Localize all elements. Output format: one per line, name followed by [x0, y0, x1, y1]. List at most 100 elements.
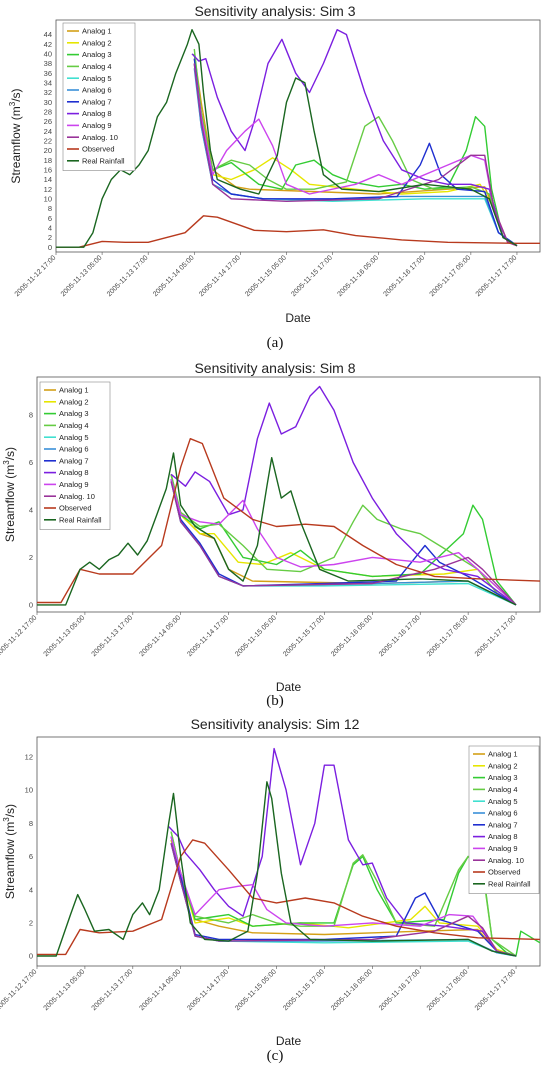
- legend-label: Analog 5: [488, 797, 518, 806]
- legend-label: Analog 3: [59, 409, 89, 418]
- x-tick-label: 2005-11-15 17:00: [282, 614, 326, 658]
- x-axis-label: Date: [276, 680, 302, 694]
- series-line-real-rainfall: [37, 452, 517, 606]
- y-tick-label: 44: [44, 30, 52, 39]
- x-tick-label: 2005-11-17 05:00: [426, 968, 470, 1012]
- legend-label: Analog 2: [59, 397, 89, 406]
- x-tick-label: 2005-11-14 05:00: [138, 614, 182, 658]
- series-line-analog-10: [193, 63, 518, 247]
- y-tick-label: 32: [44, 88, 52, 97]
- y-tick-label: 10: [44, 194, 52, 203]
- x-tick-label: 2005-11-15 05:00: [244, 254, 288, 298]
- x-axis-label: Date: [276, 1034, 302, 1048]
- y-tick-label: 20: [44, 146, 52, 155]
- legend-label: Observed: [59, 504, 92, 513]
- legend-label: Analog 5: [82, 74, 112, 83]
- x-tick-label: 2005-11-15 17:00: [290, 254, 334, 298]
- series-line-real-rainfall: [56, 29, 518, 248]
- y-tick-label: 8: [29, 819, 33, 828]
- series-group: [37, 747, 540, 957]
- chart-title: Sensitivity analysis: Sim 12: [190, 716, 360, 732]
- x-tick-label: 2005-11-12 17:00: [14, 254, 58, 298]
- legend-label: Analog 3: [82, 50, 112, 59]
- y-tick-label: 22: [44, 136, 52, 145]
- legend-label: Analog 7: [82, 97, 112, 106]
- y-tick-label: 12: [25, 753, 33, 762]
- legend-label: Analog. 10: [59, 492, 95, 501]
- legend-label: Analog. 10: [82, 133, 118, 142]
- y-tick-label: 26: [44, 117, 52, 126]
- y-tick-label: 4: [29, 506, 33, 515]
- x-tick-label: 2005-11-15 05:00: [234, 968, 278, 1012]
- legend-label: Analog 1: [488, 750, 518, 759]
- x-tick-label: 2005-11-13 05:00: [43, 614, 87, 658]
- legend-label: Real Rainfall: [82, 156, 125, 165]
- y-tick-label: 0: [48, 243, 52, 252]
- legend-label: Analog. 10: [488, 856, 524, 865]
- y-tick-label: 40: [44, 49, 52, 58]
- chart-title: Sensitivity analysis: Sim 3: [194, 3, 356, 19]
- legend-label: Analog 9: [488, 844, 518, 853]
- legend-label: Real Rainfall: [59, 515, 102, 524]
- x-tick-label: 2005-11-16 05:00: [330, 614, 374, 658]
- y-tick-label: 24: [44, 127, 52, 136]
- series-group: [56, 29, 540, 248]
- y-tick-label: 12: [44, 185, 52, 194]
- legend-label: Analog 8: [59, 468, 89, 477]
- y-tick-label: 14: [44, 175, 52, 184]
- legend-label: Analog 2: [488, 761, 518, 770]
- x-tick-label: 2005-11-15 17:00: [282, 968, 326, 1012]
- y-axis-label: Streamflow (m3/s): [8, 88, 23, 183]
- legend-box: [62, 22, 136, 171]
- y-tick-label: 6: [29, 458, 33, 467]
- y-tick-label: 38: [44, 59, 52, 68]
- x-tick-label: 2005-11-13 17:00: [91, 614, 135, 658]
- y-tick-label: 16: [44, 165, 52, 174]
- legend-label: Analog 4: [488, 785, 518, 794]
- series-line-analog-3: [170, 831, 540, 957]
- panel-label: (a): [266, 335, 284, 351]
- x-tick-label: 2005-11-16 17:00: [378, 968, 422, 1012]
- panel-label: (b): [266, 693, 284, 709]
- legend-label: Analog 6: [59, 445, 89, 454]
- plot-frame: [55, 19, 541, 253]
- series-line-observed: [37, 839, 540, 956]
- legend-label: Analog 2: [82, 38, 112, 47]
- chart-panel-c: Sensitivity analysis: Sim 12 0 2 4 6 8 10 12 20…: [0, 716, 550, 1071]
- legend-box: [39, 381, 111, 530]
- x-tick-label: 2005-11-14 17:00: [186, 614, 230, 658]
- y-tick-label: 18: [44, 156, 52, 165]
- x-axis-label: Date: [285, 311, 311, 325]
- series-line-analog-8: [168, 747, 517, 957]
- legend-label: Analog 5: [59, 433, 89, 442]
- x-tick-label: 2005-11-13 17:00: [106, 254, 150, 298]
- y-tick-label: 6: [48, 214, 52, 223]
- x-tick-label: 2005-11-12 17:00: [0, 968, 38, 1012]
- x-tick-label: 2005-11-16 17:00: [383, 254, 427, 298]
- series-line-observed: [56, 215, 540, 248]
- y-axis-label: Streamflow (m3/s): [2, 804, 17, 899]
- legend-label: Analog 1: [59, 386, 89, 395]
- x-tick-label: 2005-11-13 17:00: [91, 968, 135, 1012]
- chart-title: Sensitivity analysis: Sim 8: [194, 360, 356, 376]
- x-tick-label: 2005-11-16 17:00: [378, 614, 422, 658]
- series-line-analog-8: [170, 385, 517, 606]
- y-tick-label: 34: [44, 78, 52, 87]
- legend-label: Analog 9: [82, 121, 112, 130]
- plot-frame: [36, 376, 541, 613]
- legend-label: Observed: [82, 145, 115, 154]
- y-tick-label: 10: [25, 786, 33, 795]
- x-tick-label: 2005-11-14 05:00: [152, 254, 196, 298]
- y-tick-label: 8: [29, 411, 33, 420]
- series-line-analog-4: [193, 48, 518, 247]
- legend-label: Real Rainfall: [488, 879, 531, 888]
- x-tick-label: 2005-11-12 17:00: [0, 614, 38, 658]
- y-axis-label: Streamflow (m3/s): [2, 447, 17, 542]
- y-tick-label: 8: [48, 204, 52, 213]
- series-line-analog-2: [170, 839, 517, 957]
- x-tick-label: 2005-11-15 05:00: [234, 614, 278, 658]
- series-line-analog-10: [170, 481, 517, 606]
- series-line-observed: [37, 437, 540, 604]
- x-tick-label: 2005-11-17 05:00: [426, 614, 470, 658]
